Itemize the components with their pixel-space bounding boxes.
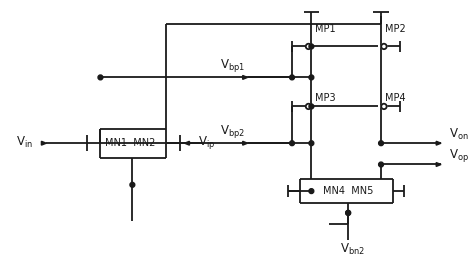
Circle shape (379, 162, 383, 167)
Text: $\mathrm{V_{ip}}$: $\mathrm{V_{ip}}$ (198, 134, 216, 151)
Text: $\mathrm{V_{bn2}}$: $\mathrm{V_{bn2}}$ (340, 242, 365, 257)
Text: MP2: MP2 (385, 24, 406, 34)
Text: $\mathrm{V_{bp1}}$: $\mathrm{V_{bp1}}$ (220, 57, 246, 74)
Text: MP4: MP4 (385, 93, 406, 103)
Text: MN4  MN5: MN4 MN5 (323, 186, 374, 196)
Polygon shape (41, 141, 46, 145)
Polygon shape (184, 141, 190, 145)
Text: MP1: MP1 (315, 24, 336, 34)
Polygon shape (436, 141, 441, 145)
Circle shape (346, 210, 351, 215)
Circle shape (306, 44, 311, 49)
Circle shape (290, 75, 294, 80)
Circle shape (130, 182, 135, 187)
Text: $\mathrm{V_{bp2}}$: $\mathrm{V_{bp2}}$ (220, 123, 246, 140)
Circle shape (346, 210, 351, 215)
Text: MN1  MN2: MN1 MN2 (105, 138, 155, 148)
Circle shape (309, 75, 314, 80)
Circle shape (381, 44, 387, 49)
Text: $\mathrm{V_{on}}$: $\mathrm{V_{on}}$ (449, 127, 468, 142)
Text: MP3: MP3 (315, 93, 336, 103)
Polygon shape (243, 141, 247, 145)
Text: $\mathrm{V_{in}}$: $\mathrm{V_{in}}$ (17, 135, 34, 150)
Circle shape (309, 189, 314, 194)
Circle shape (379, 141, 383, 146)
Circle shape (290, 141, 294, 146)
Circle shape (98, 75, 103, 80)
Circle shape (306, 104, 311, 109)
Circle shape (381, 104, 387, 109)
Circle shape (309, 44, 314, 49)
Polygon shape (243, 76, 247, 79)
Polygon shape (436, 163, 441, 167)
Text: $\mathrm{V_{op}}$: $\mathrm{V_{op}}$ (449, 147, 469, 164)
Circle shape (309, 141, 314, 146)
Circle shape (309, 104, 314, 109)
